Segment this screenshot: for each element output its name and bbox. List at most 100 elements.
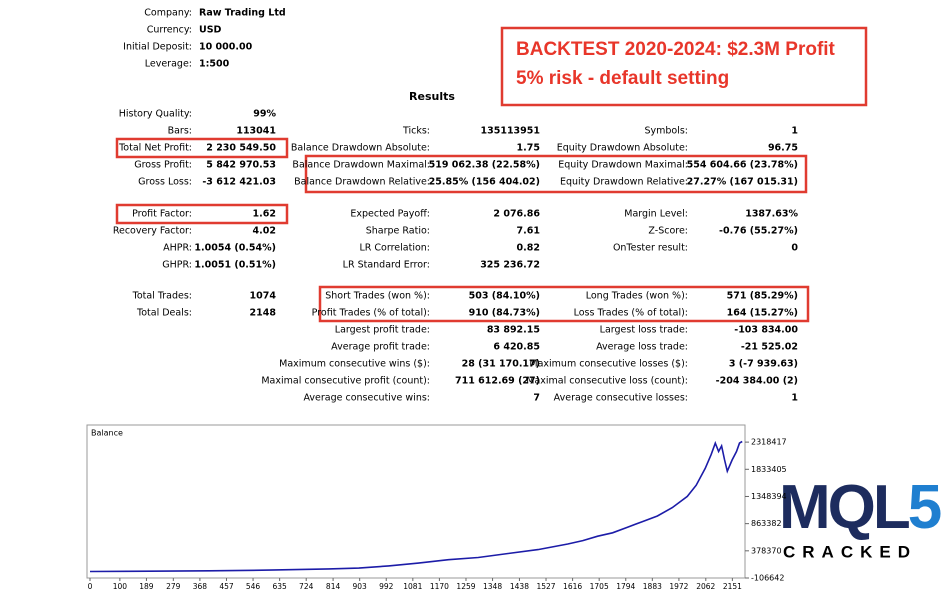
x-tick-label: 1705 [590,582,609,591]
field-label: Expected Payoff: [350,209,430,220]
field-value: 4.02 [253,226,276,237]
field-value: 5 842 970.53 [206,160,276,171]
field-label: Profit Factor: [132,209,192,220]
x-tick-label: 100 [113,582,128,591]
field-value: -0.76 (55.27%) [719,226,798,237]
x-tick-label: 0 [88,582,93,591]
field-value: 2 076.86 [493,209,540,220]
field-value: 135113951 [481,126,541,137]
field-value: 1.0054 (0.54%) [194,243,276,254]
field-label: Maximal consecutive loss (count): [526,376,688,387]
watermark-tagline: CRACKED [783,542,917,561]
banner-line: 5% risk - default setting [516,68,729,89]
field-label: GHPR: [162,260,192,271]
field-value: 503 (84.10%) [469,291,540,302]
y-tick-label: 863382 [751,519,782,528]
field-label: Margin Level: [624,209,688,220]
x-tick-label: 903 [353,582,368,591]
field-label: Company: [144,8,192,19]
field-label: AHPR: [163,243,192,254]
field-label: History Quality: [119,109,192,120]
banner-line: BACKTEST 2020-2024: $2.3M Profit [516,39,836,60]
x-tick-label: 457 [219,582,234,591]
field-value: 554 604.66 (23.78%) [687,160,798,171]
field-label: Bars: [168,126,192,137]
field-label: Total Net Profit: [118,143,192,154]
field-value: 164 (15.27%) [727,308,798,319]
field-label: Maximal consecutive profit (count): [261,376,430,387]
field-value: 325 236.72 [480,260,540,271]
x-tick-label: 724 [299,582,314,591]
field-value: -103 834.00 [734,325,798,336]
field-value: 3 (-7 939.63) [729,359,798,370]
watermark-logo: MQL5 [779,473,941,542]
logo-digit: 5 [908,473,941,542]
x-tick-label: 1438 [510,582,529,591]
field-value: 7.61 [517,226,540,237]
highlight [318,285,810,323]
field-value: 10 000.00 [199,42,253,53]
field-value: 1 [791,393,798,404]
x-tick-label: 2062 [696,582,715,591]
field-value: 0 [791,243,798,254]
field-value: Raw Trading Ltd [199,8,286,19]
field-value: 28 (31 170.17) [462,359,540,370]
field-label: Ticks: [402,126,430,137]
x-tick-label: 635 [272,582,287,591]
field-label: Symbols: [644,126,688,137]
field-label: Largest profit trade: [335,325,430,336]
field-value: 1.75 [517,143,540,154]
y-tick-label: 2318417 [751,438,787,447]
field-value: 1.62 [253,209,276,220]
field-value: 2 230 549.50 [206,143,276,154]
x-tick-label: 1883 [643,582,662,591]
highlight [115,203,289,225]
field-value: 7 [533,393,540,404]
field-value: 25.85% (156 404.02) [429,177,540,188]
field-label: Balance Drawdown Absolute: [291,143,430,154]
x-tick-label: 279 [166,582,181,591]
field-label: Average loss trade: [596,342,688,353]
y-tick-label: 378370 [751,546,782,555]
field-label: Average consecutive losses: [554,393,688,404]
x-tick-label: 2151 [723,582,742,591]
field-value: -204 384.00 (2) [716,376,798,387]
field-label: LR Correlation: [360,243,431,254]
chart-title: Balance [91,429,123,438]
field-value: 2148 [250,308,277,319]
x-tick-label: 1972 [669,582,688,591]
field-label: Equity Drawdown Relative: [560,177,688,188]
field-label: Currency: [147,25,192,36]
chart-frame [86,424,746,579]
field-label: Equity Drawdown Absolute: [557,143,688,154]
field-value: 0.82 [517,243,540,254]
x-tick-label: 992 [379,582,394,591]
field-label: Average profit trade: [331,342,430,353]
field-value: 711 612.69 (27) [455,376,540,387]
field-label: Profit Trades (% of total): [312,308,430,319]
x-tick-label: 1170 [430,582,449,591]
field-value: -21 525.02 [741,342,798,353]
field-value: 83 892.15 [487,325,540,336]
field-label: Average consecutive wins: [303,393,430,404]
field-label: Long Trades (won %): [586,291,688,302]
field-label: Short Trades (won %): [325,291,430,302]
results-title: Results [409,90,455,103]
x-tick-label: 1259 [456,582,475,591]
logo-letters: MQL [779,473,909,542]
field-value: 1 [791,126,798,137]
field-label: Balance Drawdown Relative: [294,177,430,188]
x-tick-label: 1616 [563,582,582,591]
field-label: LR Standard Error: [343,260,430,271]
highlight [115,137,289,159]
y-tick-label: 1833405 [751,465,787,474]
x-tick-label: 189 [139,582,154,591]
field-label: Gross Profit: [134,160,192,171]
balance-line [89,440,743,573]
field-value: 519 062.38 (22.58%) [429,160,540,171]
field-label: Initial Deposit: [123,42,192,53]
x-tick-label: 368 [193,582,208,591]
field-value: 96.75 [768,143,798,154]
x-tick-label: 1081 [403,582,422,591]
